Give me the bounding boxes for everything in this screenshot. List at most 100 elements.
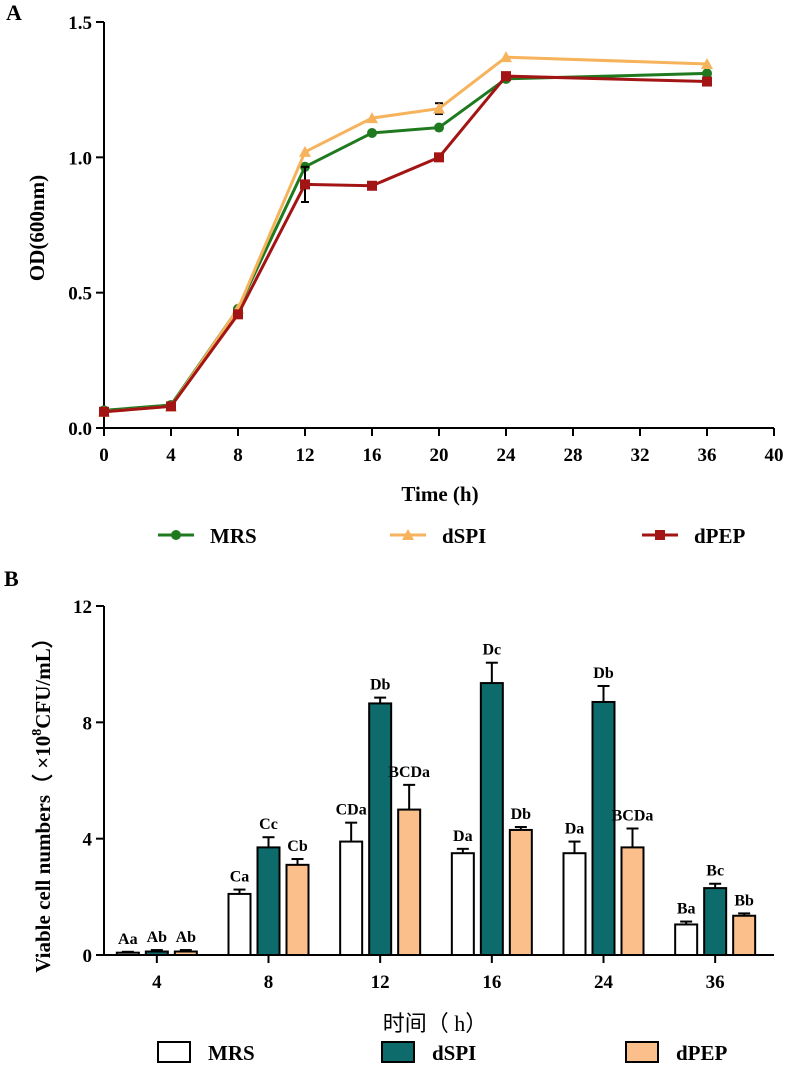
- b-bar-significance-label: Bb: [734, 892, 754, 909]
- b-bar-dspi: [591, 700, 616, 956]
- a-x-tick-label: 4: [166, 445, 176, 466]
- b-bar-significance-label: Ab: [176, 929, 197, 946]
- b-bar-dpep: [620, 846, 645, 956]
- b-series-mrs: Aa Ca CDa Da Da Ba: [115, 802, 699, 957]
- a-legend-item-dspi: dSPI: [390, 524, 486, 548]
- a-line-dspi: [103, 55, 708, 414]
- b-bar-mrs: [450, 852, 475, 956]
- a-point-dspi: [299, 145, 311, 157]
- b-bar-dspi: [479, 682, 504, 957]
- b-bar-significance-label: Db: [511, 806, 532, 823]
- panel-b-y-axis-title-unit: CFU/mL）: [31, 627, 55, 729]
- b-x-tick-label: 16: [482, 972, 501, 993]
- b-x-tick-label: 8: [264, 972, 274, 993]
- a-y-tick-label: 0.5: [68, 284, 92, 305]
- a-point-dpep: [367, 180, 377, 191]
- b-bar-significance-label: BCDa: [388, 764, 430, 781]
- a-legend-label: MRS: [210, 524, 257, 548]
- a-line-mrs: [103, 71, 708, 412]
- b-bar-dpep: [508, 828, 533, 956]
- b-legend-label: dSPI: [432, 1041, 476, 1065]
- a-point-mrs: [434, 122, 444, 133]
- a-point-dspi: [500, 51, 512, 63]
- a-point-dspi: [701, 57, 713, 69]
- b-bar-dpep: [285, 863, 310, 957]
- a-y-tick-label: 1.0: [68, 148, 92, 169]
- b-bar-significance-label: Dc: [483, 642, 502, 659]
- b-legend-label: MRS: [208, 1041, 255, 1065]
- b-bar-significance-label: Ca: [230, 869, 250, 886]
- a-series-dspi: [98, 51, 713, 417]
- b-y-tick-label: 0: [83, 946, 93, 967]
- b-series-dspi: Ab Cc Db Dc Db Bc: [144, 642, 728, 957]
- b-bar-dspi: [144, 950, 169, 957]
- panel-b-y-axis-title-main: Viable cell numbers（ ×10: [31, 736, 55, 973]
- a-point-mrs: [702, 68, 712, 79]
- b-legend-swatch: [381, 1041, 415, 1063]
- a-x-tick-label: 32: [631, 445, 650, 466]
- b-bar-significance-label: Db: [370, 677, 391, 694]
- b-bar-significance-label: Db: [593, 665, 614, 682]
- panel-a-legend: MRS dSPI dPEP: [158, 524, 746, 548]
- a-point-dpep: [702, 76, 712, 87]
- b-bar-significance-label: Aa: [118, 931, 138, 948]
- a-point-dspi: [366, 112, 378, 124]
- b-bar-significance-label: Da: [565, 821, 585, 838]
- b-bar-dpep: [173, 950, 198, 957]
- a-series-mrs: [99, 67, 712, 416]
- a-x-tick-label: 40: [765, 445, 784, 466]
- a-point-dpep: [501, 71, 511, 82]
- a-point-dpep: [166, 401, 176, 412]
- panel-b-axes: 0 4 8 12 4 8 12 16 24 36: [73, 597, 774, 993]
- b-bar-mrs: [674, 923, 699, 957]
- b-legend-item-dpep: dPEP: [625, 1041, 728, 1065]
- a-x-tick-label: 8: [233, 445, 243, 466]
- b-legend-swatch: [625, 1041, 659, 1063]
- a-point-dpep: [300, 179, 310, 190]
- a-line-dpep: [103, 74, 708, 414]
- a-series-dpep: [99, 71, 712, 417]
- b-bar-dspi: [256, 846, 281, 956]
- b-x-tick-label: 12: [371, 972, 390, 993]
- panel-b-label: B: [4, 566, 19, 591]
- a-x-tick-label: 24: [497, 445, 517, 466]
- panel-a-x-axis-title: Time (h): [401, 482, 478, 506]
- panel-b-legend: MRS dSPI dPEP: [157, 1041, 728, 1065]
- b-y-tick-label: 12: [73, 597, 92, 618]
- b-bar-mrs: [227, 892, 252, 956]
- a-x-tick-label: 28: [564, 445, 583, 466]
- panel-b-bars: Aa Ca CDa Da Da Ba Ab Cc Db Dc Db Bc Ab Cb BCDa Db BCDa B…: [115, 642, 757, 957]
- a-x-tick-label: 36: [698, 445, 717, 466]
- a-x-tick-label: 12: [296, 445, 315, 466]
- a-x-tick-label: 20: [430, 445, 449, 466]
- a-legend-label: dPEP: [694, 524, 746, 548]
- panel-a-axes: 0.0 0.5 1.0 1.5 0 4 8 12 16 20 24 28 32 36 40: [68, 13, 783, 466]
- a-point-dpep: [233, 309, 243, 320]
- b-bar-mrs: [562, 852, 587, 956]
- b-y-tick-label: 4: [83, 830, 93, 851]
- a-x-tick-label: 16: [363, 445, 382, 466]
- b-x-tick-label: 36: [706, 972, 725, 993]
- a-legend-swatch-marker: [655, 530, 665, 540]
- b-bar-dpep: [732, 914, 757, 956]
- b-legend-swatch: [157, 1041, 191, 1063]
- b-bar-mrs: [339, 840, 364, 957]
- a-legend-item-mrs: MRS: [158, 524, 257, 548]
- b-bar-significance-label: BCDa: [612, 807, 654, 824]
- a-legend-label: dSPI: [442, 524, 486, 548]
- a-y-tick-label: 0.0: [68, 419, 92, 440]
- panel-a-y-axis-title: OD(600nm): [25, 175, 49, 281]
- b-bar-significance-label: Ba: [677, 901, 696, 918]
- panel-b-y-axis-title: Viable cell numbers（ ×108CFU/mL）: [30, 627, 55, 972]
- a-point-mrs: [367, 127, 377, 138]
- b-bar-significance-label: Bc: [706, 863, 724, 880]
- b-bar-dspi: [703, 887, 728, 957]
- a-legend-swatch-marker: [171, 530, 181, 540]
- b-bar-dspi: [368, 702, 393, 956]
- b-x-tick-label: 24: [594, 972, 614, 993]
- panel-a-series: [98, 51, 713, 417]
- a-legend-swatch-marker: [402, 529, 414, 540]
- b-bar-significance-label: CDa: [336, 802, 367, 819]
- b-bar-significance-label: Ab: [147, 929, 168, 946]
